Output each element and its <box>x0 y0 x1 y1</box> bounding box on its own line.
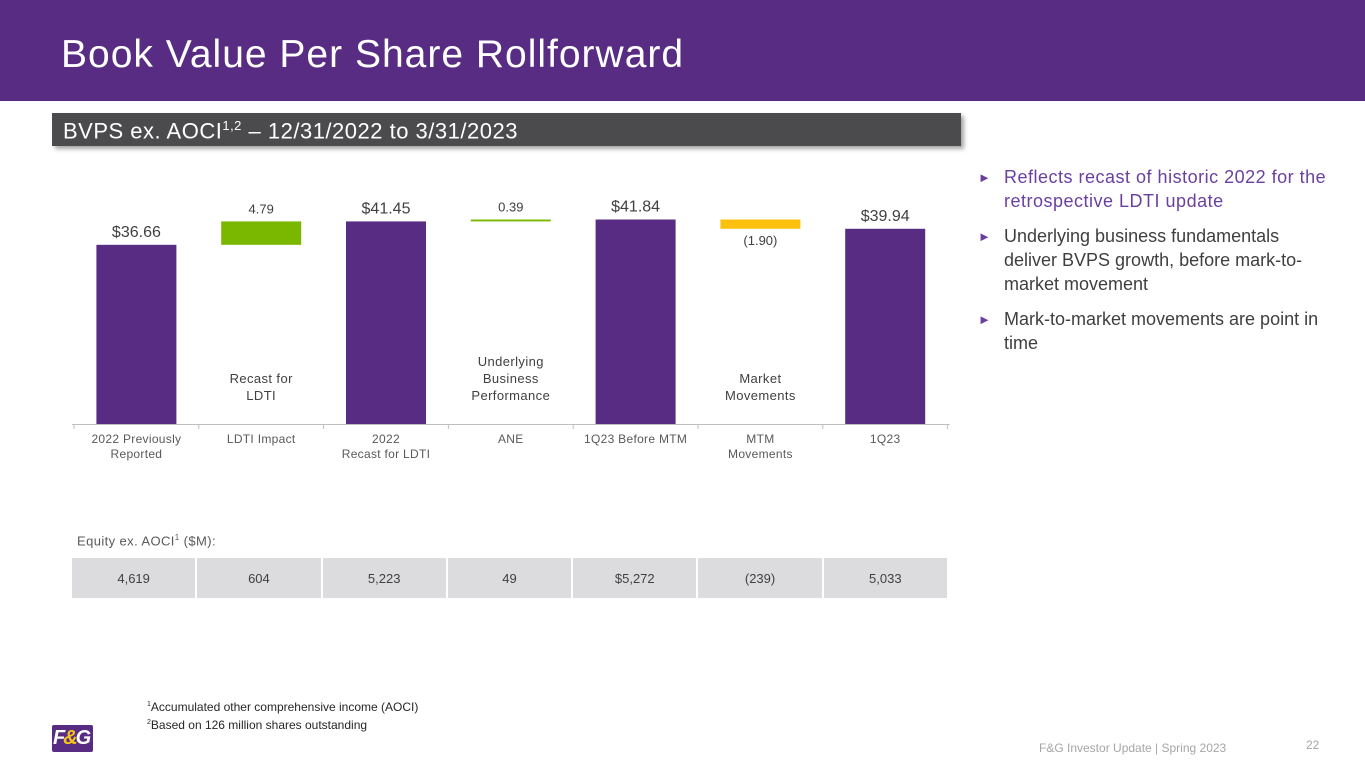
x-tick-label: Recast for LDTI <box>342 447 431 461</box>
footnote-text: Based on 126 million shares outstanding <box>150 718 368 732</box>
bar-total <box>595 219 676 424</box>
equity-cell: $5,272 <box>573 558 697 598</box>
bar-annotation: Business <box>483 371 539 386</box>
data-label: $39.94 <box>861 208 910 225</box>
bullet-item: ► Reflects recast of historic 2022 for th… <box>978 165 1328 213</box>
data-label: (1.90) <box>743 233 777 248</box>
bullet-item: ► Mark-to-market movements are point in t… <box>978 307 1328 355</box>
x-tick-label: MTM <box>746 432 774 446</box>
bullet-list: ► Reflects recast of historic 2022 for th… <box>978 165 1328 366</box>
x-tick-label: 1Q23 Before MTM <box>584 432 687 446</box>
equity-label: Equity ex. AOCI1 ($M): <box>77 533 216 548</box>
equity-cell: 5,033 <box>823 558 947 598</box>
bar-annotation: LDTI <box>246 388 276 403</box>
x-tick-label: Movements <box>728 447 793 461</box>
equity-cell: 5,223 <box>322 558 446 598</box>
bar-increase <box>470 219 551 222</box>
data-label: $41.84 <box>611 199 660 216</box>
logo-ampersand: & <box>63 727 78 749</box>
logo-letter-f: F <box>53 727 65 749</box>
bar-annotation: Recast for <box>230 371 294 386</box>
bar-annotation: Performance <box>471 388 550 403</box>
fg-logo: F&G <box>52 725 93 752</box>
header-band: Book Value Per Share Rollforward <box>0 0 1365 101</box>
subtitle-prefix: BVPS ex. AOCI <box>63 118 223 144</box>
bar-increase <box>221 221 302 245</box>
subtitle-superscript: 1,2 <box>222 118 242 133</box>
data-label: $41.45 <box>362 200 411 217</box>
x-tick-label: Reported <box>111 447 163 461</box>
subtitle-suffix: – 12/31/2022 to 3/31/2023 <box>241 118 518 144</box>
logo-letter-g: G <box>75 727 92 749</box>
equity-cell: (239) <box>698 558 822 598</box>
data-label: $36.66 <box>112 224 161 241</box>
bullet-arrow-icon: ► <box>978 312 991 327</box>
chart-subtitle-bar: BVPS ex. AOCI1,2 – 12/31/2022 to 3/31/20… <box>52 113 961 146</box>
data-label: 4.79 <box>249 201 274 216</box>
footnote: 2Based on 126 million shares outstanding <box>147 715 418 733</box>
equity-cell: 49 <box>447 558 572 598</box>
page-number: 22 <box>1306 738 1320 752</box>
footnote-text: Accumulated other comprehensive income (… <box>150 700 419 714</box>
footnote-marker: 2 <box>147 719 151 726</box>
bar-total <box>96 244 177 424</box>
x-tick-label: 1Q23 <box>870 432 901 446</box>
equity-label-sup: 1 <box>174 533 180 542</box>
x-tick-label: 2022 <box>372 432 400 446</box>
bullet-text: Mark-to-market movements are point in ti… <box>1004 309 1319 353</box>
equity-label-prefix: Equity ex. AOCI <box>77 533 175 549</box>
x-tick-label: LDTI Impact <box>227 432 296 446</box>
footnote-marker: 1 <box>147 701 151 708</box>
bullet-arrow-icon: ► <box>978 229 991 244</box>
bullet-text: Underlying business fundamentals deliver… <box>1004 226 1303 294</box>
page-title: Book Value Per Share Rollforward <box>61 33 685 76</box>
bar-annotation: Underlying <box>478 354 544 369</box>
footer-text: F&G Investor Update | Spring 2023 <box>1039 741 1227 755</box>
x-tick-label: 2022 Previously <box>91 432 181 446</box>
bar-decrease <box>720 219 801 229</box>
equity-table-row: 4,619 604 5,223 49 $5,272 (239) 5,033 <box>72 558 947 598</box>
bar-total <box>845 228 926 424</box>
bullet-text: Reflects recast of historic 2022 for the… <box>1004 167 1327 211</box>
logo-text: F&G <box>53 727 92 750</box>
chart-subtitle: BVPS ex. AOCI1,2 – 12/31/2022 to 3/31/20… <box>63 118 518 144</box>
equity-cell: 604 <box>197 558 321 598</box>
bullet-arrow-icon: ► <box>978 170 992 185</box>
x-tick-label: ANE <box>498 432 524 446</box>
bar-annotation: Movements <box>725 388 796 403</box>
bullet-item: ► Underlying business fundamentals delive… <box>978 224 1328 296</box>
equity-label-suffix: ($M): <box>179 533 216 549</box>
bar-annotation: Market <box>739 371 781 386</box>
bar-total <box>346 221 426 424</box>
data-label: 0.39 <box>498 200 523 215</box>
footnote: 1Accumulated other comprehensive income … <box>147 697 418 715</box>
footnotes: 1Accumulated other comprehensive income … <box>147 697 418 733</box>
equity-cell: 4,619 <box>72 558 196 598</box>
